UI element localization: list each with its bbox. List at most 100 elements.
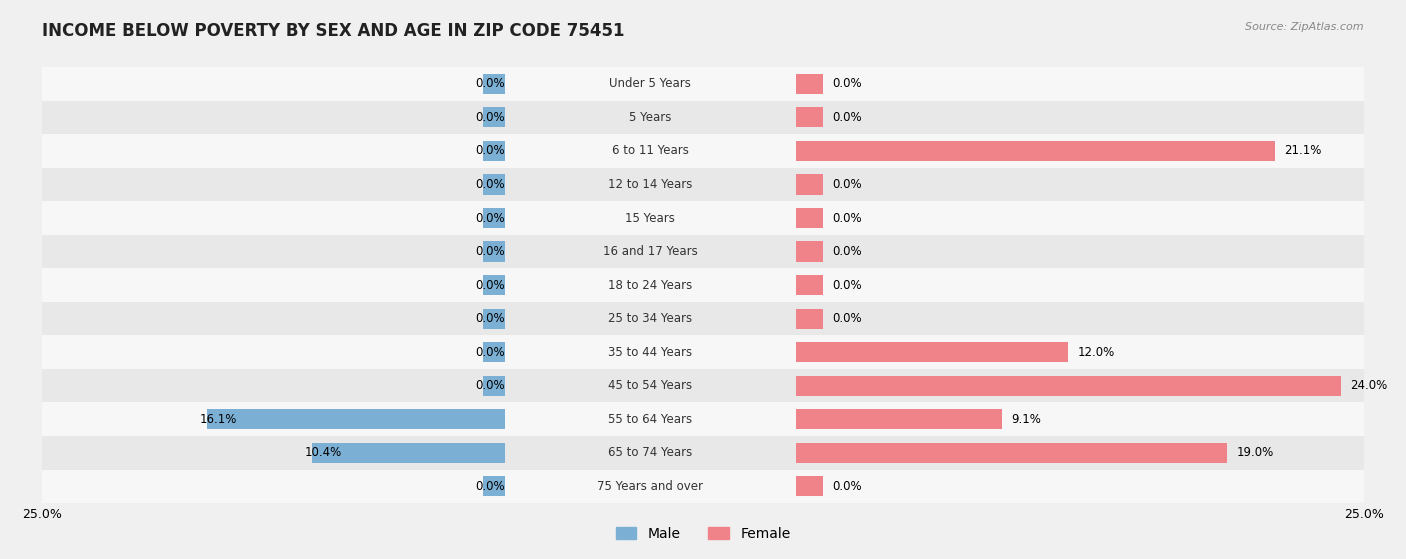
Bar: [796, 436, 1364, 470]
Text: 0.0%: 0.0%: [832, 245, 862, 258]
Bar: [505, 335, 796, 369]
Bar: [42, 201, 505, 235]
Text: 0.0%: 0.0%: [475, 77, 505, 91]
Text: 0.0%: 0.0%: [475, 278, 505, 292]
Bar: [796, 476, 823, 496]
Bar: [796, 369, 1364, 402]
Text: 0.0%: 0.0%: [475, 111, 505, 124]
Bar: [796, 309, 823, 329]
Text: 0.0%: 0.0%: [832, 211, 862, 225]
Text: 0.0%: 0.0%: [832, 312, 862, 325]
Text: 21.1%: 21.1%: [1284, 144, 1322, 158]
Text: 0.0%: 0.0%: [832, 111, 862, 124]
Bar: [482, 309, 505, 329]
Text: 9.1%: 9.1%: [1011, 413, 1042, 426]
Bar: [796, 275, 823, 295]
Bar: [207, 409, 505, 429]
Bar: [42, 101, 505, 134]
Bar: [505, 369, 796, 402]
Bar: [796, 241, 823, 262]
Text: 12 to 14 Years: 12 to 14 Years: [607, 178, 692, 191]
Bar: [796, 470, 1364, 503]
Bar: [505, 101, 796, 134]
Text: 16 and 17 Years: 16 and 17 Years: [603, 245, 697, 258]
Text: Under 5 Years: Under 5 Years: [609, 77, 692, 91]
Text: 0.0%: 0.0%: [475, 345, 505, 359]
Bar: [796, 201, 1364, 235]
Bar: [482, 107, 505, 127]
Bar: [796, 208, 823, 228]
Bar: [42, 302, 505, 335]
Bar: [796, 134, 1364, 168]
Bar: [505, 436, 796, 470]
Bar: [796, 168, 1364, 201]
Bar: [42, 235, 505, 268]
Bar: [482, 342, 505, 362]
Bar: [482, 74, 505, 94]
Bar: [796, 443, 1227, 463]
Bar: [796, 268, 1364, 302]
Bar: [796, 302, 1364, 335]
Text: 18 to 24 Years: 18 to 24 Years: [607, 278, 692, 292]
Bar: [482, 241, 505, 262]
Bar: [796, 67, 1364, 101]
Text: 24.0%: 24.0%: [1350, 379, 1388, 392]
Text: 0.0%: 0.0%: [832, 480, 862, 493]
Text: 55 to 64 Years: 55 to 64 Years: [607, 413, 692, 426]
Bar: [482, 376, 505, 396]
Text: 15 Years: 15 Years: [626, 211, 675, 225]
Bar: [505, 168, 796, 201]
Bar: [796, 174, 823, 195]
Text: 12.0%: 12.0%: [1077, 345, 1115, 359]
Text: 65 to 74 Years: 65 to 74 Years: [607, 446, 692, 459]
Text: 25 to 34 Years: 25 to 34 Years: [607, 312, 692, 325]
Bar: [796, 101, 1364, 134]
Bar: [796, 235, 1364, 268]
Bar: [796, 107, 823, 127]
Text: 0.0%: 0.0%: [475, 211, 505, 225]
Bar: [796, 409, 1002, 429]
Text: 0.0%: 0.0%: [475, 480, 505, 493]
Bar: [482, 476, 505, 496]
Bar: [482, 275, 505, 295]
Bar: [505, 302, 796, 335]
Text: 0.0%: 0.0%: [832, 178, 862, 191]
Legend: Male, Female: Male, Female: [610, 522, 796, 547]
Bar: [796, 402, 1364, 436]
Bar: [796, 335, 1364, 369]
Bar: [796, 376, 1341, 396]
Bar: [482, 141, 505, 161]
Bar: [505, 134, 796, 168]
Text: 5 Years: 5 Years: [628, 111, 671, 124]
Bar: [796, 342, 1069, 362]
Text: 75 Years and over: 75 Years and over: [598, 480, 703, 493]
Bar: [482, 208, 505, 228]
Text: 0.0%: 0.0%: [475, 144, 505, 158]
Text: Source: ZipAtlas.com: Source: ZipAtlas.com: [1246, 22, 1364, 32]
Text: 6 to 11 Years: 6 to 11 Years: [612, 144, 689, 158]
Bar: [42, 168, 505, 201]
Text: 35 to 44 Years: 35 to 44 Years: [607, 345, 692, 359]
Text: 0.0%: 0.0%: [475, 312, 505, 325]
Text: INCOME BELOW POVERTY BY SEX AND AGE IN ZIP CODE 75451: INCOME BELOW POVERTY BY SEX AND AGE IN Z…: [42, 22, 624, 40]
Text: 19.0%: 19.0%: [1236, 446, 1274, 459]
Bar: [796, 141, 1275, 161]
Text: 45 to 54 Years: 45 to 54 Years: [607, 379, 692, 392]
Bar: [505, 235, 796, 268]
Bar: [796, 74, 823, 94]
Text: 0.0%: 0.0%: [832, 77, 862, 91]
Text: 0.0%: 0.0%: [832, 278, 862, 292]
Bar: [505, 201, 796, 235]
Bar: [482, 174, 505, 195]
Bar: [312, 443, 505, 463]
Text: 16.1%: 16.1%: [200, 413, 236, 426]
Bar: [505, 268, 796, 302]
Bar: [42, 134, 505, 168]
Bar: [42, 402, 505, 436]
Text: 0.0%: 0.0%: [475, 245, 505, 258]
Text: 10.4%: 10.4%: [305, 446, 342, 459]
Bar: [505, 67, 796, 101]
Text: 0.0%: 0.0%: [475, 178, 505, 191]
Bar: [505, 402, 796, 436]
Bar: [505, 470, 796, 503]
